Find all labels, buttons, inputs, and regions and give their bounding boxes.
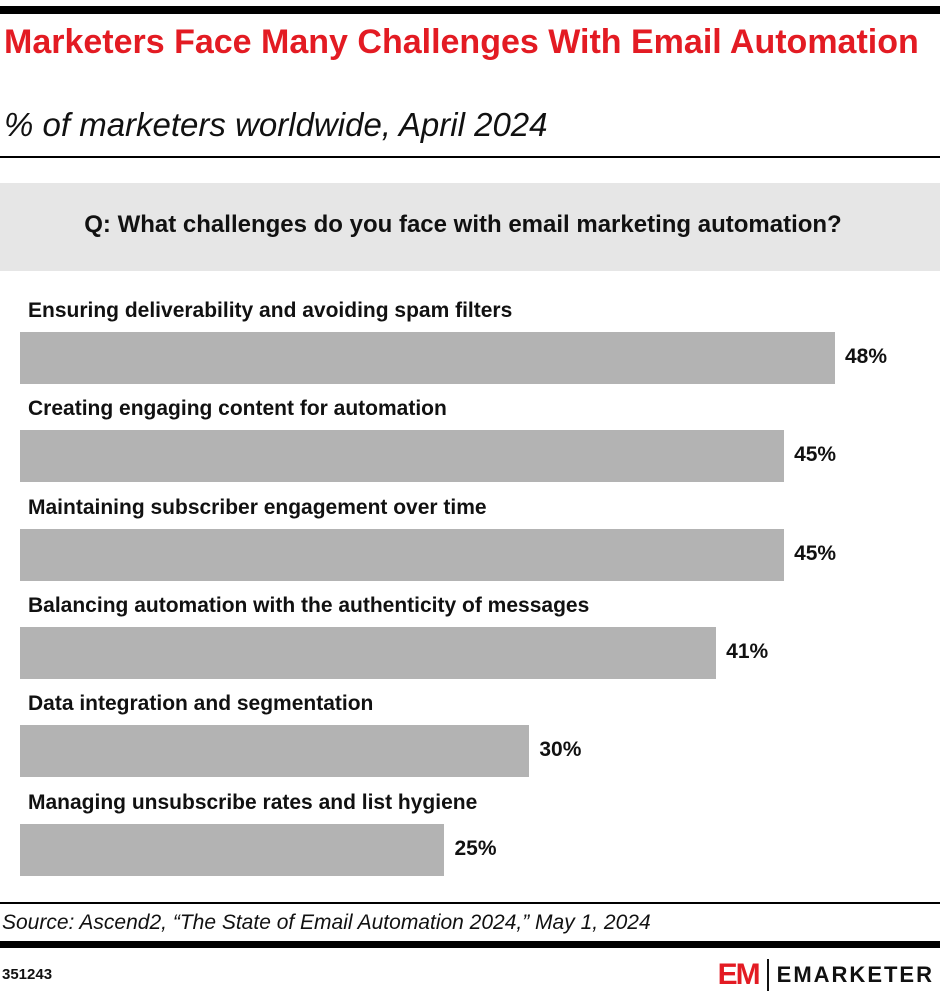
bar xyxy=(20,725,530,778)
category-label: Data integration and segmentation xyxy=(28,692,374,716)
bar xyxy=(20,332,835,384)
bar xyxy=(20,430,785,483)
chart-subtitle: % of marketers worldwide, April 2024 xyxy=(4,106,548,143)
logo-wordmark: EMARKETER xyxy=(776,962,934,987)
chart-id: 351243 xyxy=(2,966,53,983)
data-label: 48% xyxy=(845,345,888,368)
top-rule xyxy=(0,6,940,14)
category-label: Ensuring deliverability and avoiding spa… xyxy=(28,299,513,322)
divider xyxy=(0,156,940,158)
question-text: Q: What challenges do you face with emai… xyxy=(84,211,842,238)
data-label: 25% xyxy=(454,836,497,860)
data-label: 45% xyxy=(794,443,837,467)
divider xyxy=(0,902,940,904)
logo-mark: EM xyxy=(717,958,761,991)
category-label: Creating engaging content for automation xyxy=(28,397,447,421)
data-label: 45% xyxy=(794,541,837,565)
bar xyxy=(20,626,717,679)
bar xyxy=(20,823,445,876)
emarketer-logo: EM EMARKETER xyxy=(718,958,934,992)
logo-separator xyxy=(766,959,769,991)
bottom-rule xyxy=(0,941,940,948)
chart-title: Marketers Face Many Challenges With Emai… xyxy=(4,23,919,61)
category-label: Maintaining subscriber engagement over t… xyxy=(28,495,487,519)
data-label: 30% xyxy=(539,738,582,762)
bar xyxy=(20,528,785,581)
category-label: Balancing automation with the authentici… xyxy=(28,593,590,617)
source-note: Source: Ascend2, “The State of Email Aut… xyxy=(2,911,651,934)
category-label: Managing unsubscribe rates and list hygi… xyxy=(28,790,478,814)
question-box xyxy=(0,183,940,271)
data-label: 41% xyxy=(726,639,769,663)
